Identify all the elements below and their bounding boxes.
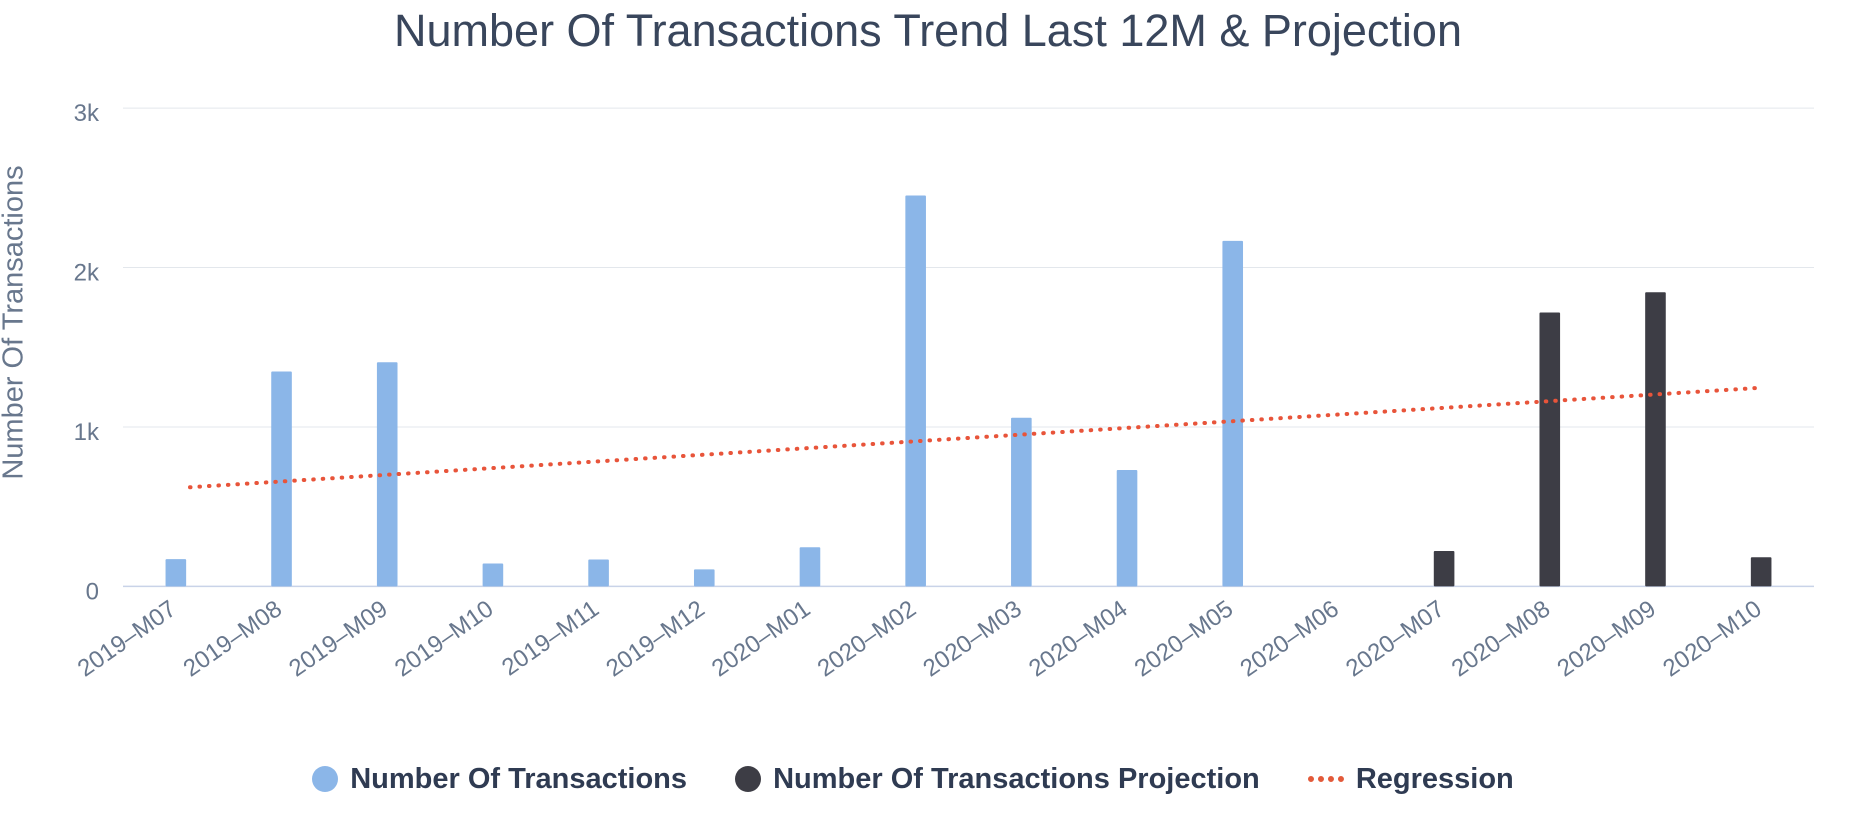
svg-text:2019–M08: 2019–M08	[179, 595, 287, 682]
svg-text:2020–M06: 2020–M06	[1235, 595, 1343, 682]
svg-text:2019–M10: 2019–M10	[390, 595, 498, 682]
svg-text:2019–M09: 2019–M09	[284, 595, 392, 682]
svg-text:2019–M12: 2019–M12	[601, 595, 709, 682]
svg-text:2020–M03: 2020–M03	[918, 595, 1026, 682]
svg-text:2020–M10: 2020–M10	[1658, 595, 1766, 682]
svg-text:2019–M11: 2019–M11	[497, 595, 604, 681]
svg-text:2020–M02: 2020–M02	[813, 595, 921, 682]
svg-text:0: 0	[86, 578, 99, 605]
svg-text:2019–M07: 2019–M07	[73, 595, 181, 682]
svg-text:2020–M01: 2020–M01	[707, 595, 815, 682]
svg-text:3k: 3k	[74, 100, 100, 127]
svg-text:1k: 1k	[74, 419, 100, 446]
svg-text:2k: 2k	[74, 260, 100, 287]
svg-text:2020–M05: 2020–M05	[1130, 595, 1238, 682]
svg-text:2020–M07: 2020–M07	[1341, 595, 1449, 682]
svg-text:2020–M08: 2020–M08	[1447, 595, 1555, 682]
svg-text:2020–M09: 2020–M09	[1553, 595, 1661, 682]
svg-text:2020–M04: 2020–M04	[1024, 595, 1132, 682]
